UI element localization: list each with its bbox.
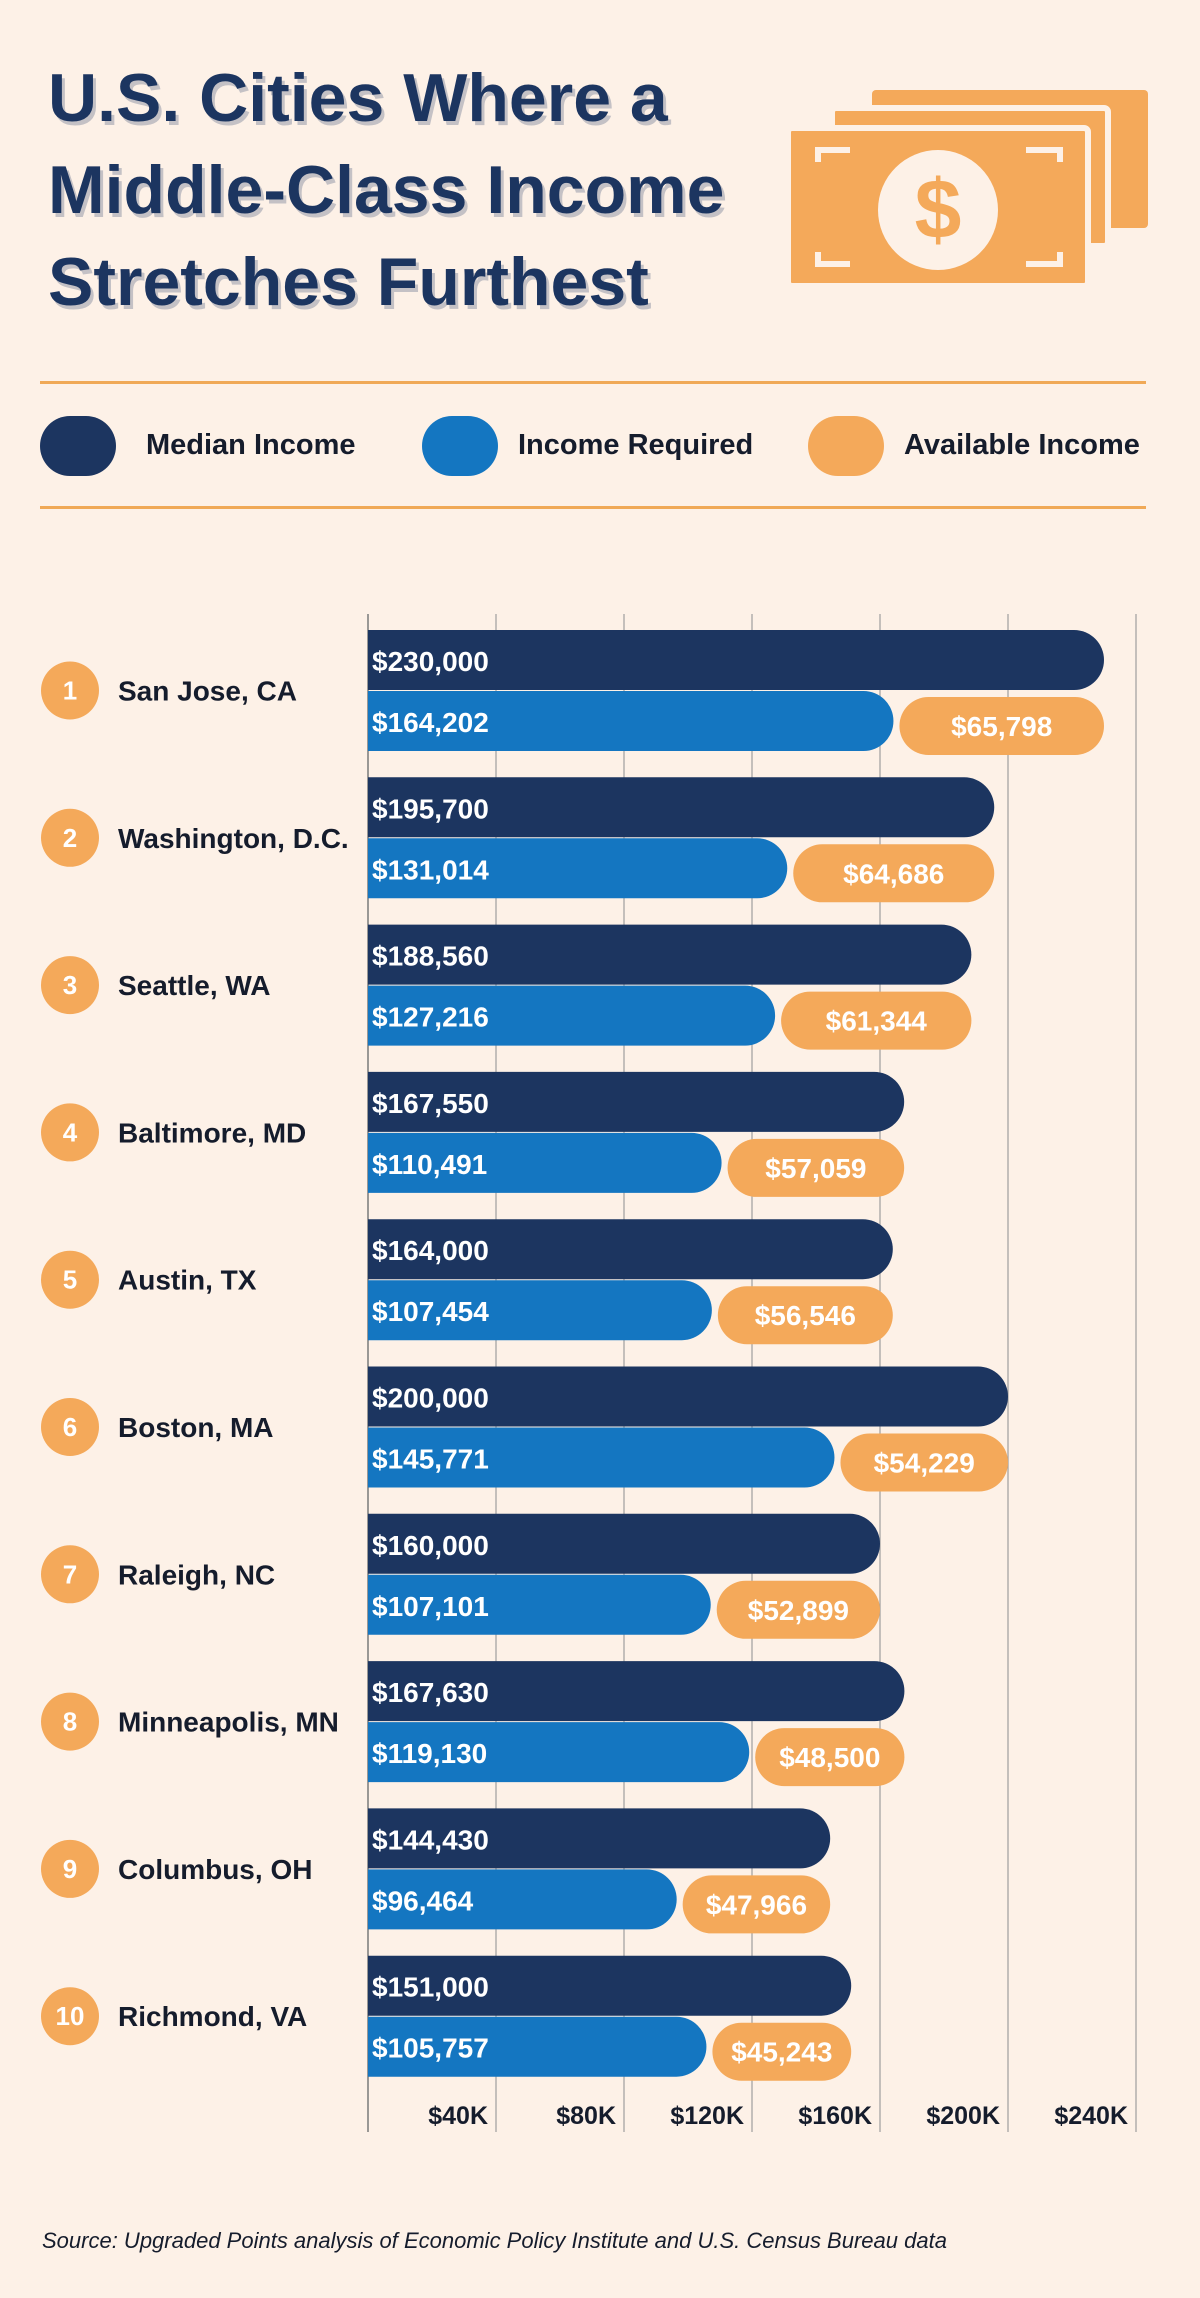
- median-income-label: $230,000: [372, 646, 489, 677]
- available-income-label: $45,243: [731, 2037, 832, 2068]
- median-income-label: $151,000: [372, 1972, 489, 2003]
- available-income-label: $64,686: [843, 858, 944, 889]
- x-tick-label: $80K: [556, 2102, 616, 2130]
- available-income-label: $47,966: [706, 1889, 807, 1920]
- income-required-label: $164,202: [372, 707, 489, 738]
- available-income-label: $48,500: [779, 1742, 880, 1773]
- income-required-label: $107,101: [372, 1591, 489, 1622]
- available-income-label: $56,546: [755, 1300, 856, 1331]
- x-tick-label: $120K: [670, 2102, 744, 2130]
- rank-number: 10: [56, 2001, 85, 2031]
- rank-number: 4: [63, 1117, 78, 1147]
- available-income-label: $57,059: [765, 1153, 866, 1184]
- income-required-label: $119,130: [372, 1738, 487, 1769]
- income-required-label: $127,216: [372, 1002, 489, 1033]
- median-income-label: $195,700: [372, 793, 489, 824]
- available-income-label: $65,798: [951, 711, 1052, 742]
- rank-number: 3: [63, 970, 77, 1000]
- median-income-label: $167,550: [372, 1088, 489, 1119]
- city-label: Washington, D.C.: [118, 823, 349, 854]
- rank-number: 8: [63, 1707, 77, 1737]
- median-income-label: $164,000: [372, 1235, 489, 1266]
- city-label: Richmond, VA: [118, 2001, 307, 2032]
- rank-number: 6: [63, 1412, 77, 1442]
- city-label: Boston, MA: [118, 1412, 274, 1443]
- income-required-label: $107,454: [372, 1296, 489, 1327]
- city-label: San Jose, CA: [118, 676, 297, 707]
- x-tick-label: $240K: [1054, 2102, 1128, 2130]
- median-income-label: $200,000: [372, 1383, 489, 1414]
- income-required-label: $145,771: [372, 1444, 489, 1475]
- rank-number: 9: [63, 1854, 77, 1884]
- city-label: Columbus, OH: [118, 1854, 312, 1885]
- available-income-label: $61,344: [826, 1006, 928, 1037]
- income-required-label: $131,014: [372, 854, 489, 885]
- x-tick-label: $160K: [798, 2102, 872, 2130]
- rank-number: 5: [63, 1265, 77, 1295]
- median-income-label: $144,430: [372, 1824, 489, 1855]
- city-label: Seattle, WA: [118, 970, 270, 1001]
- rank-number: 2: [63, 823, 77, 853]
- city-label: Baltimore, MD: [118, 1117, 306, 1148]
- median-income-label: $160,000: [372, 1530, 489, 1561]
- city-label: Minneapolis, MN: [118, 1707, 339, 1738]
- income-required-label: $96,464: [372, 1885, 474, 1916]
- city-label: Austin, TX: [118, 1265, 257, 1296]
- available-income-label: $54,229: [874, 1448, 975, 1479]
- x-tick-label: $40K: [428, 2102, 488, 2130]
- source-note: Source: Upgraded Points analysis of Econ…: [42, 2228, 947, 2254]
- income-required-label: $105,757: [372, 2033, 489, 2064]
- bars-layer: [368, 630, 1104, 2081]
- city-label: Raleigh, NC: [118, 1559, 275, 1590]
- available-income-label: $52,899: [748, 1595, 849, 1626]
- rank-number: 1: [63, 676, 77, 706]
- rank-number: 7: [63, 1559, 77, 1589]
- income-required-label: $110,491: [372, 1149, 487, 1180]
- median-income-label: $188,560: [372, 941, 489, 972]
- x-tick-label: $200K: [926, 2102, 1000, 2130]
- median-income-label: $167,630: [372, 1677, 489, 1708]
